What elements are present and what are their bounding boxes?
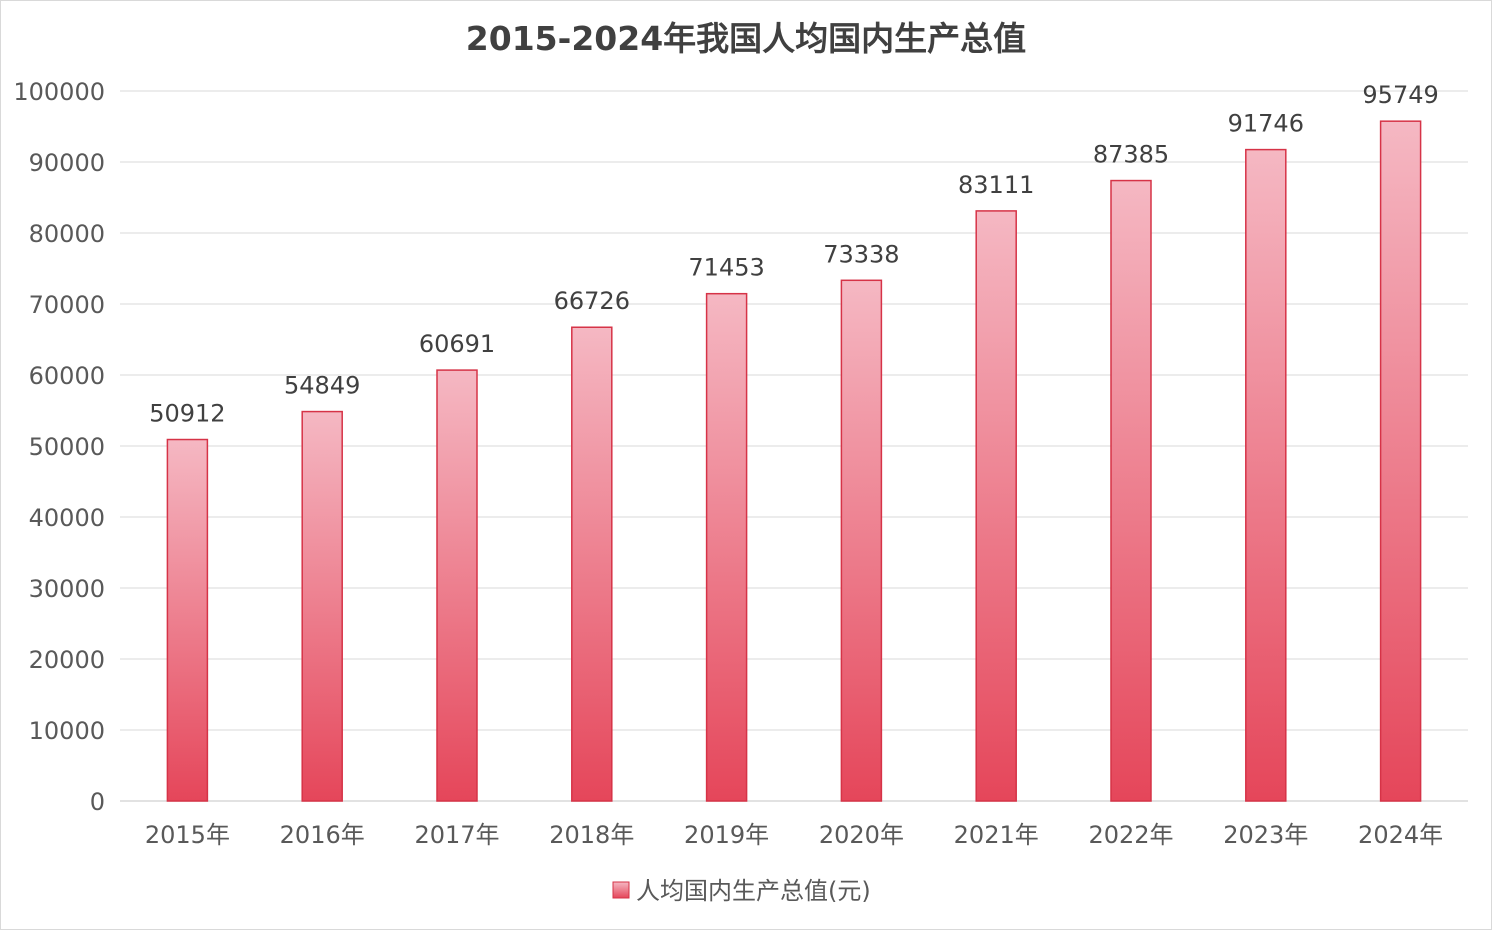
legend-swatch [612, 881, 630, 899]
x-axis-ticks: 2015年 2016年 2017年 2018年 2019年 2020年 2021年 2022年… [145, 821, 1443, 849]
data-label: 91746 [1228, 110, 1304, 138]
data-label: 66726 [554, 287, 630, 315]
legend-label: 人均国内生产总值(元) [636, 877, 871, 905]
x-tick-label: 2017年 [414, 821, 499, 849]
bar-2018年 [571, 326, 613, 802]
x-tick-label: 2024年 [1358, 821, 1443, 849]
grid-lines [120, 90, 1468, 802]
bar-2022年 [1110, 179, 1152, 802]
bar-2017年 [436, 369, 478, 802]
x-tick-label: 2021年 [954, 821, 1039, 849]
data-label: 95749 [1362, 81, 1438, 109]
x-tick-label: 2016年 [280, 821, 365, 849]
data-label: 71453 [688, 254, 764, 282]
y-tick-label: 0 [90, 788, 105, 816]
x-tick-label: 2019年 [684, 821, 769, 849]
bar-2021年 [975, 210, 1017, 802]
y-tick-label: 100000 [13, 78, 105, 106]
x-tick-label: 2022年 [1088, 821, 1173, 849]
x-tick-label: 2015年 [145, 821, 230, 849]
bar-2015年 [166, 438, 209, 802]
legend: 人均国内生产总值(元) [612, 877, 871, 905]
data-label: 73338 [823, 240, 899, 268]
data-label: 50912 [149, 400, 225, 428]
data-label: 60691 [419, 330, 495, 358]
bars [166, 120, 1422, 802]
data-labels: 50912 54849 60691 66726 71453 73338 83111 87385… [149, 81, 1439, 427]
chart-title: 2015-2024年我国人均国内生产总值 [466, 19, 1026, 58]
data-label: 83111 [958, 171, 1034, 199]
bar-2023年 [1245, 148, 1287, 802]
bar-2020年 [840, 279, 883, 802]
x-tick-label: 2018年 [549, 821, 634, 849]
data-label: 87385 [1093, 141, 1169, 169]
y-tick-label: 40000 [29, 504, 105, 532]
y-tick-label: 10000 [29, 717, 105, 745]
x-tick-label: 2023年 [1223, 821, 1308, 849]
y-tick-label: 90000 [29, 149, 105, 177]
y-tick-label: 20000 [29, 646, 105, 674]
y-axis-ticks: 0 10000 20000 30000 40000 50000 60000 70000 8000… [13, 78, 105, 816]
y-tick-label: 60000 [29, 362, 105, 390]
y-tick-label: 30000 [29, 575, 105, 603]
bar-2016年 [301, 410, 343, 802]
bar-2024年 [1379, 120, 1422, 802]
bar-2019年 [705, 292, 748, 802]
x-tick-label: 2020年 [819, 821, 904, 849]
y-tick-label: 80000 [29, 220, 105, 248]
y-tick-label: 70000 [29, 291, 105, 319]
data-label: 54849 [284, 372, 360, 400]
y-tick-label: 50000 [29, 433, 105, 461]
